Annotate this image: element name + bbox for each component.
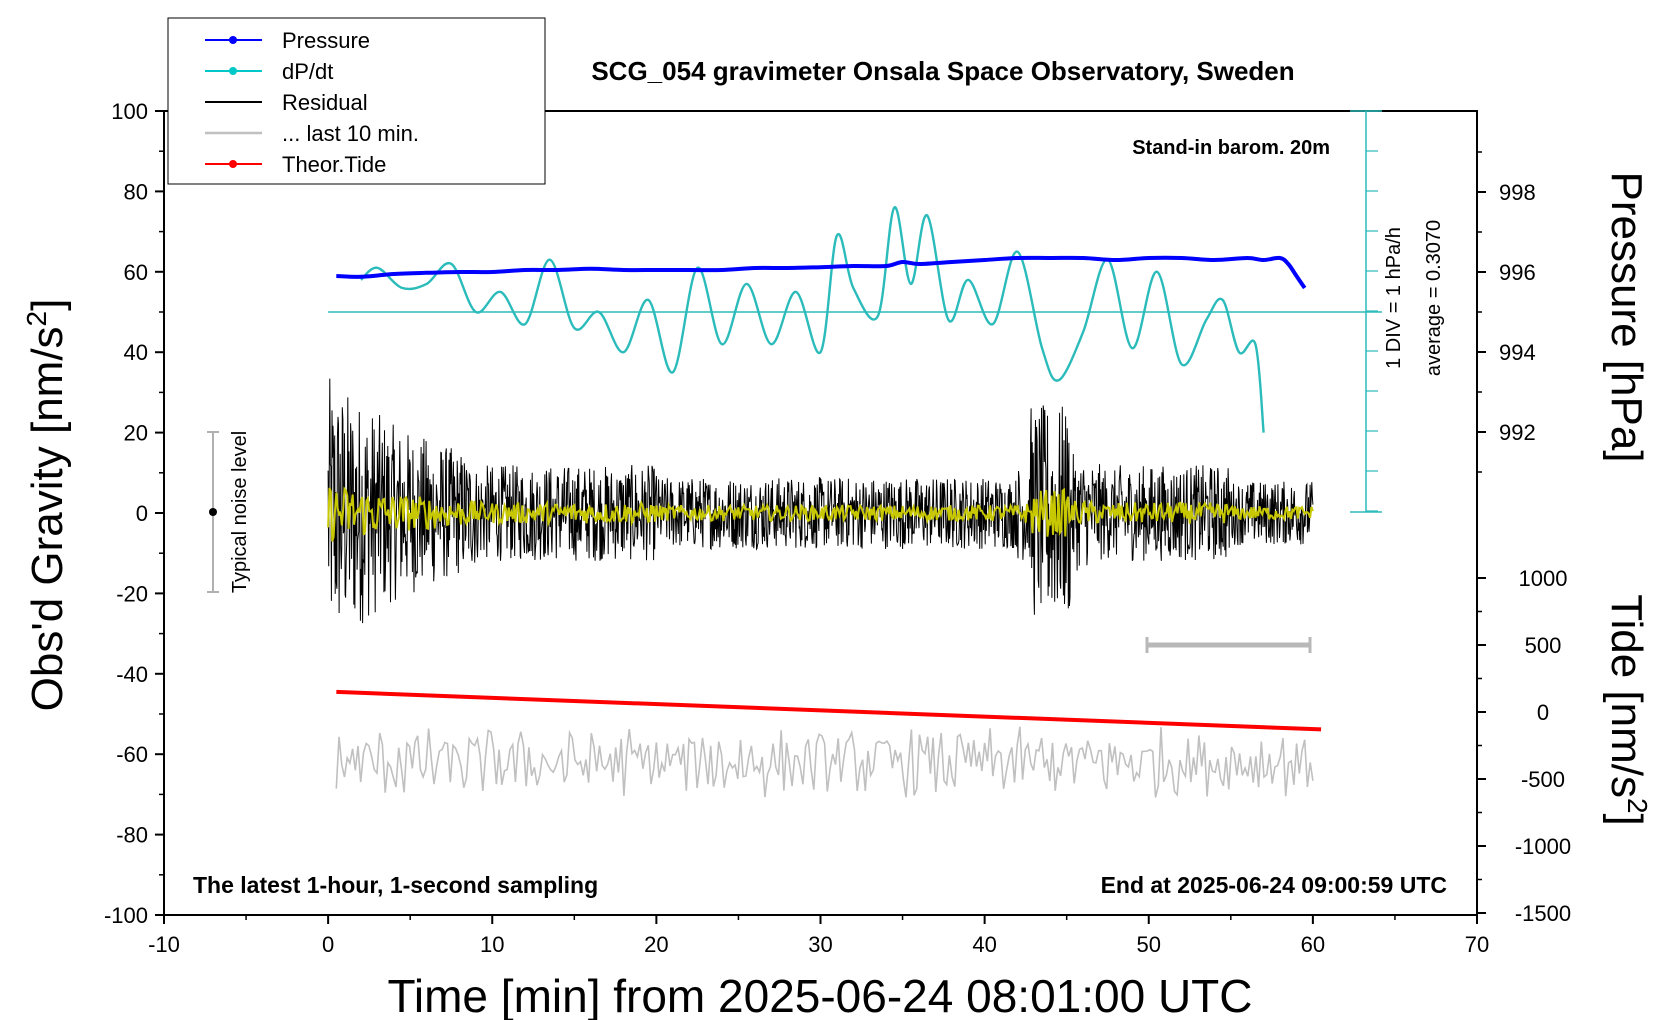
y-axis-label: Obs'd Gravity [nm/s2]: [21, 299, 72, 712]
legend-label: dP/dt: [282, 59, 333, 84]
chart-title: SCG_054 gravimeter Onsala Space Observat…: [591, 56, 1294, 86]
pressure-axis-label: Pressure [hPa]: [1602, 171, 1651, 462]
pressure-tick-label: 994: [1499, 340, 1536, 365]
x-tick-label: 0: [322, 932, 334, 957]
legend-entry: Pressure: [205, 28, 370, 53]
dpdt-scale-bar: [328, 110, 1382, 513]
series-layer: [327, 206, 1322, 798]
x-tick-label: 30: [808, 932, 832, 957]
series-pressure: [336, 255, 1307, 290]
y-tick-label: -40: [116, 662, 148, 687]
tide-tick-label: 500: [1525, 633, 1562, 658]
legend-label: Theor.Tide: [282, 152, 386, 177]
y-tick-label: 100: [111, 99, 148, 124]
legend-label: Pressure: [282, 28, 370, 53]
noise-indicator: [207, 431, 219, 593]
last-10-min-bar: [1145, 637, 1312, 653]
y-tick-labels: -100 -80 -60 -40 -20 0 20 40 60 80 100: [104, 99, 148, 928]
x-tick-label: -10: [148, 932, 180, 957]
legend-marker: [229, 67, 237, 75]
series-residual: [327, 378, 1314, 624]
legend-entries: Pressure dP/dt Residual ... last 10 min. The…: [205, 28, 419, 177]
pressure-tick-label: 992: [1499, 420, 1536, 445]
x-tick-label: 70: [1465, 932, 1489, 957]
y-tick-label: -100: [104, 903, 148, 928]
y-tick-label: -60: [116, 742, 148, 767]
pressure-tick-label: 998: [1499, 180, 1536, 205]
end-time-note: End at 2025-06-24 09:00:59 UTC: [1101, 872, 1447, 898]
legend-entry: ... last 10 min.: [205, 121, 419, 146]
legend-entry: dP/dt: [205, 59, 333, 84]
tide-axis-label: Tide [nm/s2]: [1602, 594, 1653, 826]
legend-label: ... last 10 min.: [282, 121, 419, 146]
x-tick-label: 40: [972, 932, 996, 957]
axis-ticks: [155, 110, 1486, 924]
pressure-tick-label: 996: [1499, 260, 1536, 285]
y-tick-label: 20: [124, 421, 148, 446]
legend-entry: Theor.Tide: [205, 152, 386, 177]
y-tick-label: -20: [116, 581, 148, 606]
tide-tick-label: 0: [1537, 700, 1549, 725]
y-tick-label: 60: [124, 260, 148, 285]
tide-tick-labels: -1500 -1000 -500 0 500 1000: [1515, 566, 1571, 926]
pressure-tick-labels: 992 994 996 998: [1499, 180, 1536, 445]
x-tick-label: 20: [644, 932, 668, 957]
dpdt-average-label: average = 0.3070: [1423, 220, 1445, 376]
x-tick-label: 50: [1137, 932, 1161, 957]
tide-tick-label: -1500: [1515, 901, 1571, 926]
legend-entry: Residual: [205, 90, 368, 115]
barometer-note: Stand-in barom. 20m: [1132, 137, 1330, 159]
series-theor-tide: [336, 689, 1322, 732]
x-tick-label: 60: [1301, 932, 1325, 957]
tide-tick-label: -1000: [1515, 834, 1571, 859]
x-tick-labels: -10 0 10 20 30 40 50 60 70: [148, 932, 1489, 957]
tide-tick-label: -500: [1521, 767, 1565, 792]
dpdt-scale-label: 1 DIV = 1 hPa/h: [1383, 227, 1405, 369]
legend-marker: [229, 36, 237, 44]
legend-label: Residual: [282, 90, 368, 115]
series-last-10-min: [335, 726, 1314, 798]
noise-label: Typical noise level: [229, 431, 251, 593]
y-tick-label: 80: [124, 179, 148, 204]
x-tick-label: 10: [480, 932, 504, 957]
y-tick-label: 0: [136, 501, 148, 526]
x-axis-label: Time [min] from 2025-06-24 08:01:00 UTC: [388, 970, 1253, 1020]
series-residual-smoothed: [327, 486, 1314, 542]
sampling-note: The latest 1-hour, 1-second sampling: [193, 872, 598, 898]
legend-marker: [229, 160, 237, 168]
tide-tick-label: 1000: [1519, 566, 1568, 591]
y-tick-label: 40: [124, 340, 148, 365]
legend: Pressure dP/dt Residual ... last 10 min. The…: [167, 17, 546, 185]
series-dpdt: [360, 206, 1265, 433]
y-tick-label: -80: [116, 823, 148, 848]
